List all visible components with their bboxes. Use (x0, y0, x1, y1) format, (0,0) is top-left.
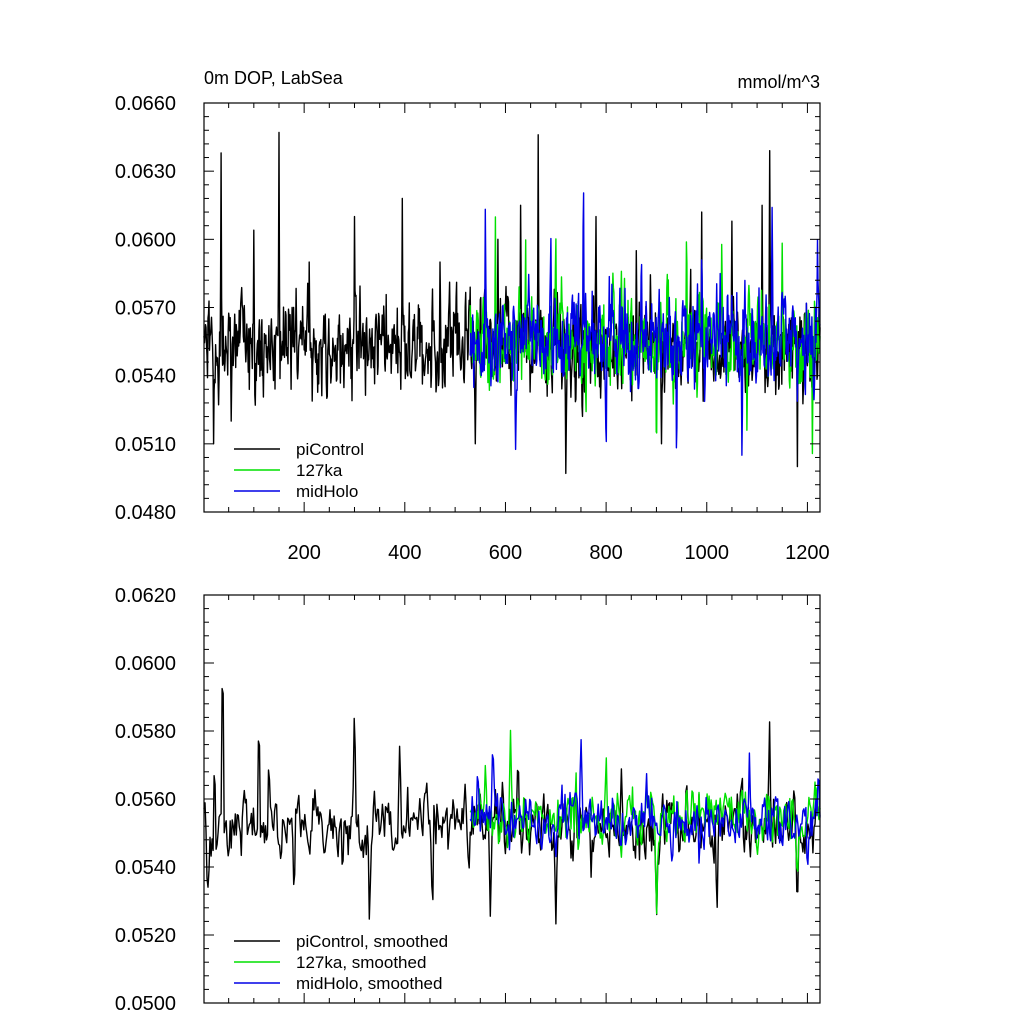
y-tick-label: 0.0540 (115, 366, 176, 388)
legend-label: midHolo (296, 482, 358, 501)
y-tick-label: 0.0600 (115, 229, 176, 251)
top-panel: 0m DOP, LabSea mmol/m^3 0.0480 0.0510 0.05… (115, 68, 830, 564)
y-tick-label: 0.0570 (115, 298, 176, 320)
y-tick-label: 0.0540 (115, 857, 176, 879)
series-line-midholo-smoothed (469, 739, 821, 865)
x-tick-label: 1200 (785, 542, 830, 564)
y-tick-label: 0.0660 (115, 93, 176, 115)
y-tick-label: 0.0480 (115, 502, 176, 524)
legend-label: 127ka (296, 461, 343, 480)
units-label: mmol/m^3 (738, 72, 820, 92)
legend-label: midHolo, smoothed (296, 974, 442, 993)
series-line-127ka (469, 216, 821, 455)
y-tick-label: 0.0520 (115, 925, 176, 947)
x-tick-label: 800 (589, 542, 622, 564)
x-tick-label: 400 (388, 542, 421, 564)
series-line-midholo (469, 192, 821, 456)
bottom-ticks-group: 0.0500 0.0520 0.0540 0.0560 0.0580 0.0600 0.06… (115, 585, 820, 1015)
y-tick-label: 0.0600 (115, 653, 176, 675)
series-line-picontrol-smoothed (203, 687, 821, 925)
top-legend: piControl 127ka midHolo (234, 440, 364, 501)
y-tick-label: 0.0510 (115, 434, 176, 456)
bottom-series-group (203, 687, 821, 925)
top-ticks-group: 0.0480 0.0510 0.0540 0.0570 0.0600 0.0630 0.06… (115, 93, 830, 564)
y-tick-label: 0.0630 (115, 161, 176, 183)
legend-label: piControl (296, 440, 364, 459)
legend-label: piControl, smoothed (296, 932, 448, 951)
chart-title: 0m DOP, LabSea (204, 68, 344, 88)
y-tick-label: 0.0580 (115, 721, 176, 743)
x-tick-label: 200 (287, 542, 320, 564)
x-tick-label: 600 (489, 542, 522, 564)
y-tick-label: 0.0560 (115, 789, 176, 811)
x-tick-label: 1000 (685, 542, 730, 564)
y-tick-label: 0.0620 (115, 585, 176, 607)
bottom-panel: 0.0500 0.0520 0.0540 0.0560 0.0580 0.0600 0.06… (115, 585, 821, 1015)
bottom-legend: piControl, smoothed 127ka, smoothed midHol… (234, 932, 448, 993)
top-series-group (203, 131, 821, 475)
y-tick-label: 0.0500 (115, 993, 176, 1015)
legend-label: 127ka, smoothed (296, 953, 426, 972)
